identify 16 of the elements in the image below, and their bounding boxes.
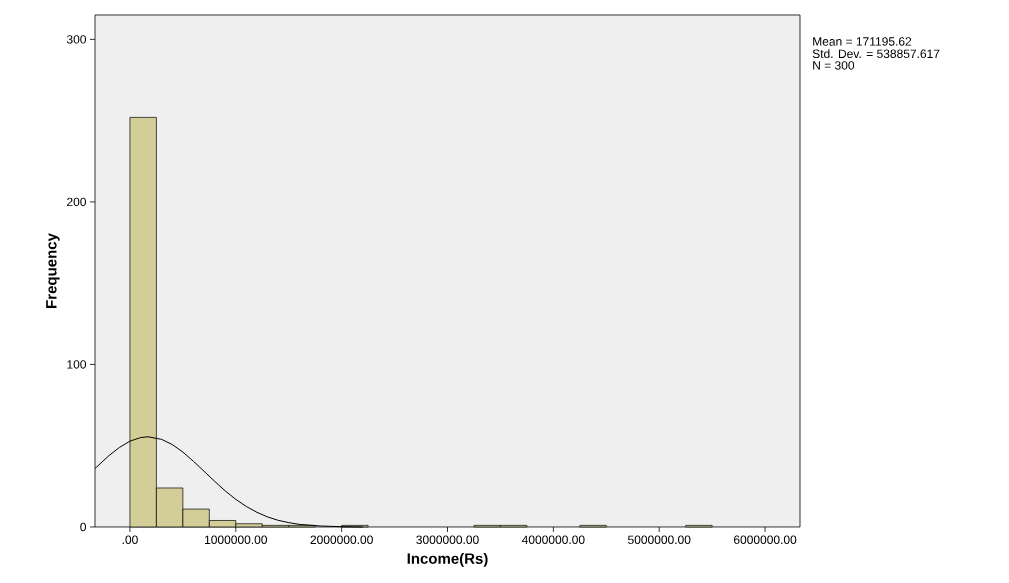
x-tick-label: 6000000.00 (733, 535, 797, 545)
x-tick-label: 4000000.00 (521, 535, 585, 545)
x-tick-label: 1000000.00 (205, 535, 268, 545)
y-tick-label: 200 (67, 197, 87, 207)
x-tick-label: 3000000.00 (416, 535, 479, 545)
y-tick-label: 0 (80, 522, 87, 532)
text: Mean = 171195.62 (813, 37, 912, 46)
x-tick-label: 5000000.00 (628, 535, 691, 545)
x-axis-title: Income(Rs) (407, 552, 488, 567)
x-tick-label: 2000000.00 (310, 535, 373, 545)
text: Std. Dev. = 538857.617 (812, 49, 940, 58)
y-tick-label: 300 (66, 35, 87, 44)
y-axis-title: Frequency (46, 233, 60, 308)
text: N = 300 (813, 61, 855, 70)
y-tick-label: 100 (67, 360, 87, 369)
x-tick-label: .00 (122, 535, 138, 545)
